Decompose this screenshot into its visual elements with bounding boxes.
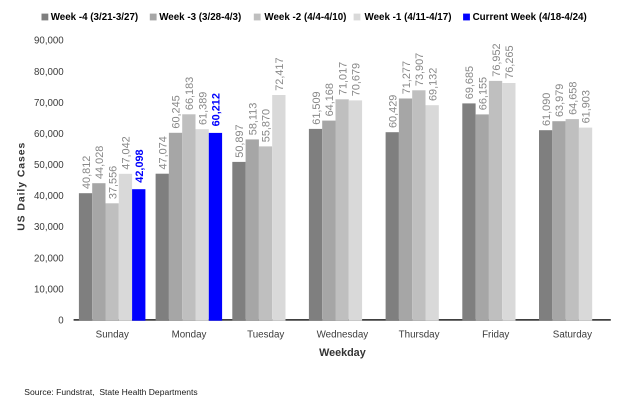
svg-text:Tuesday: Tuesday (247, 330, 284, 341)
svg-text:71,017: 71,017 (337, 62, 349, 95)
svg-text:80,000: 80,000 (34, 67, 64, 78)
svg-text:40,000: 40,000 (34, 191, 64, 202)
svg-text:70,000: 70,000 (34, 98, 64, 109)
svg-text:69,132: 69,132 (427, 68, 439, 101)
svg-text:72,417: 72,417 (274, 57, 286, 90)
svg-text:66,183: 66,183 (184, 77, 196, 110)
svg-text:66,155: 66,155 (478, 77, 490, 110)
svg-text:63,979: 63,979 (554, 84, 566, 117)
svg-text:Current Week (4/18-4/24): Current Week (4/18-4/24) (473, 12, 587, 23)
svg-text:Thursday: Thursday (399, 330, 440, 341)
svg-text:0: 0 (58, 316, 64, 327)
svg-text:73,907: 73,907 (414, 53, 426, 86)
svg-text:20,000: 20,000 (34, 253, 64, 264)
svg-text:US Daily Cases: US Daily Cases (16, 142, 27, 231)
svg-text:47,074: 47,074 (157, 136, 169, 169)
svg-text:40,812: 40,812 (81, 156, 93, 189)
svg-text:61,509: 61,509 (311, 91, 323, 124)
svg-text:61,903: 61,903 (581, 90, 593, 123)
svg-text:Week -1 (4/11-4/17): Week -1 (4/11-4/17) (365, 12, 452, 23)
svg-text:Friday: Friday (482, 330, 509, 341)
svg-text:10,000: 10,000 (34, 284, 64, 295)
svg-text:60,212: 60,212 (211, 93, 223, 126)
svg-text:37,556: 37,556 (107, 166, 119, 199)
svg-text:76,952: 76,952 (491, 43, 503, 76)
svg-text:30,000: 30,000 (34, 222, 64, 233)
svg-text:61,090: 61,090 (541, 93, 553, 126)
svg-text:Monday: Monday (172, 330, 207, 341)
svg-text:60,245: 60,245 (171, 95, 183, 128)
svg-text:58,113: 58,113 (247, 103, 259, 136)
svg-text:50,000: 50,000 (34, 160, 64, 171)
svg-text:50,897: 50,897 (234, 124, 246, 157)
svg-text:60,429: 60,429 (388, 95, 400, 128)
svg-text:76,265: 76,265 (504, 45, 516, 78)
svg-text:47,042: 47,042 (121, 136, 133, 169)
svg-text:60,000: 60,000 (34, 129, 64, 140)
svg-text:64,658: 64,658 (567, 82, 579, 115)
svg-text:55,870: 55,870 (261, 109, 273, 142)
svg-text:Saturday: Saturday (553, 330, 592, 341)
svg-text:71,277: 71,277 (401, 61, 413, 94)
svg-text:Week -3 (3/28-4/3): Week -3 (3/28-4/3) (159, 12, 241, 23)
svg-text:Wednesday: Wednesday (317, 330, 369, 341)
svg-text:61,389: 61,389 (197, 92, 209, 125)
svg-text:70,679: 70,679 (351, 63, 363, 96)
svg-text:Weekday: Weekday (319, 347, 366, 359)
svg-text:Sunday: Sunday (96, 330, 129, 341)
svg-text:90,000: 90,000 (34, 36, 64, 47)
svg-text:69,685: 69,685 (464, 66, 476, 99)
svg-text:42,098: 42,098 (134, 149, 146, 182)
svg-text:44,028: 44,028 (94, 146, 106, 179)
svg-text:Week -4 (3/21-3/27): Week -4 (3/21-3/27) (51, 12, 139, 23)
svg-text:64,168: 64,168 (324, 83, 336, 116)
svg-text:Source: Fundstrat, State Heal: Source: Fundstrat, State Health Departme… (24, 387, 197, 397)
svg-text:Week -2 (4/4-4/10): Week -2 (4/4-4/10) (264, 12, 346, 23)
